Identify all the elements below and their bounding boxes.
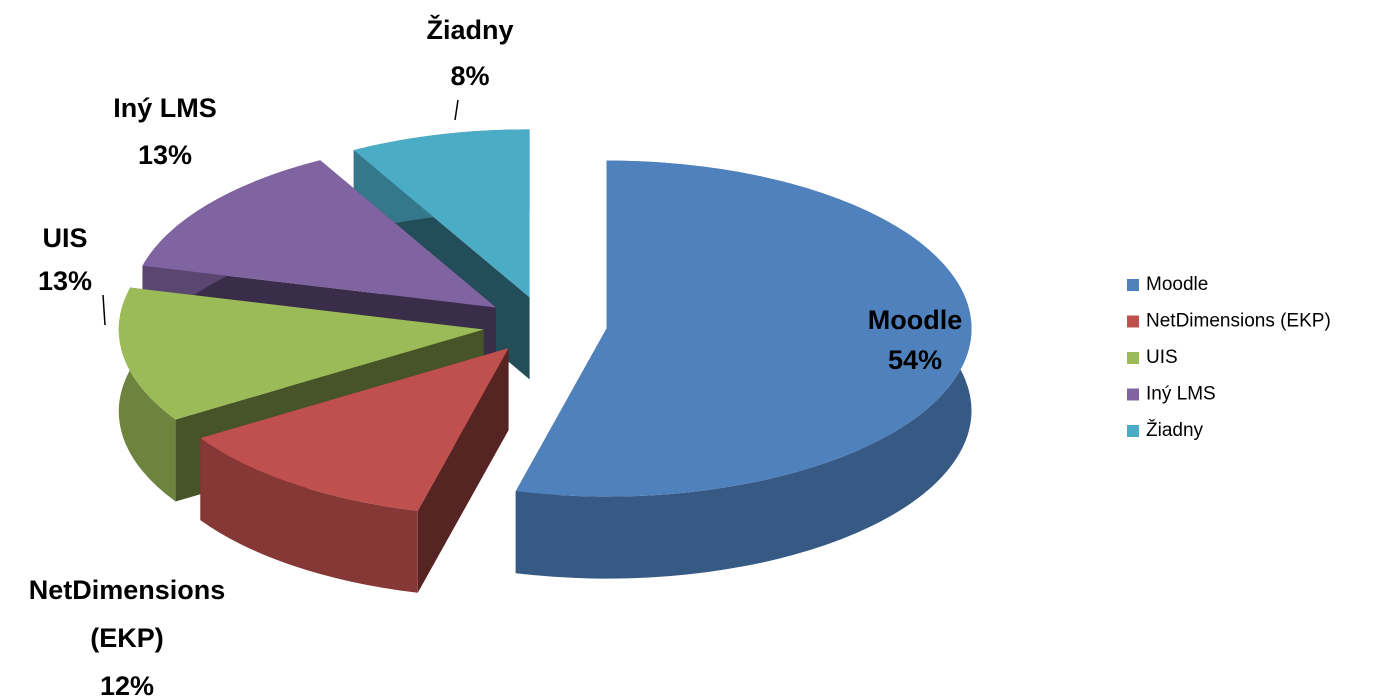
slice: [515, 160, 972, 497]
legend-swatch: [1127, 315, 1139, 328]
slice: [142, 160, 497, 308]
legend: Moodle NetDimensions (EKP) UIS Iný LMS Žiadn…: [1127, 274, 1331, 441]
slice: [353, 129, 530, 298]
slice-side: [200, 438, 418, 593]
legend-swatch: [1127, 279, 1139, 291]
legend-label: UIS: [1146, 347, 1178, 368]
legend-label: Iný LMS: [1146, 384, 1216, 405]
data-label-category: Iný LMS: [113, 93, 217, 123]
slice-side: [118, 287, 176, 502]
slice: [118, 287, 484, 420]
data-label-value: 54%: [888, 345, 942, 375]
leader-line: [454, 99, 459, 121]
data-label-category-part: (EKP): [90, 623, 164, 653]
slice-tops: [118, 129, 972, 511]
data-label-category: UIS: [42, 223, 87, 253]
data-label-category-part: NetDimensions: [29, 575, 226, 605]
data-label-value: 12%: [100, 671, 154, 699]
legend-label: Žiadny: [1146, 419, 1204, 441]
data-label-value: 13%: [138, 140, 192, 170]
leader-line: [102, 294, 106, 326]
legend-label: Moodle: [1146, 274, 1208, 295]
legend-swatch: [1127, 388, 1139, 401]
data-label-category: Moodle: [868, 305, 963, 335]
slice: [200, 348, 509, 511]
data-label-category: Žiadny: [426, 14, 513, 45]
data-label-value: 8%: [450, 61, 489, 91]
legend-label: NetDimensions (EKP): [1146, 311, 1331, 332]
legend-swatch: [1127, 425, 1139, 437]
data-label-category: NetDimensions (EKP): [29, 575, 226, 653]
legend-swatch: [1127, 352, 1139, 364]
data-label-value: 13%: [38, 266, 92, 296]
